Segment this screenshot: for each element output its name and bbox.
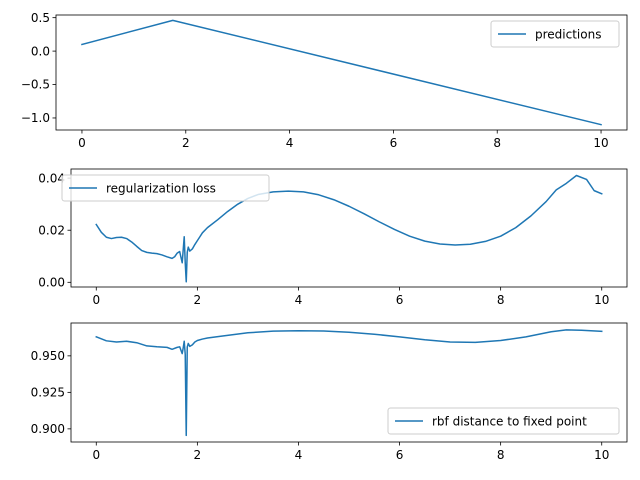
legend-box (61, 174, 270, 202)
legend-box (387, 407, 620, 435)
axes-frame (70, 322, 628, 443)
legend-label: rbf distance to fixed point (432, 414, 587, 428)
x-tick-label: 10 (593, 136, 608, 150)
legend-label: regularization loss (106, 181, 216, 195)
x-tick-label: 2 (194, 448, 202, 462)
x-tick-label: 4 (295, 293, 303, 307)
y-tick-label: 0.900 (31, 422, 65, 436)
y-tick-label: −0.5 (21, 78, 50, 92)
x-tick-label: 0 (92, 293, 100, 307)
y-tick-label: 0.925 (31, 386, 65, 400)
legend-label: predictions (535, 27, 601, 41)
x-tick-label: 4 (286, 136, 294, 150)
axes-frame (70, 168, 628, 288)
subplot-1: 0 2 4 6 8 10 −1.0 −0.5 0.0 0.5 predictions (21, 11, 628, 150)
y-tick-label: 0.0 (31, 44, 50, 58)
x-tick-label: 2 (182, 136, 190, 150)
y-tick-label: 0.950 (31, 349, 65, 363)
y-tick-label: 0.00 (38, 276, 65, 290)
legend: predictions (490, 20, 620, 48)
y-tick-label: 0.02 (38, 223, 65, 237)
series-line-1 (95, 174, 603, 283)
y-tick-label: 0.04 (38, 171, 65, 185)
legend: regularization loss (61, 174, 270, 202)
subplot-2: 0 2 4 6 8 10 0.00 0.02 0.04 regularization loss (38, 168, 628, 307)
y-tick-label: 0.5 (31, 11, 50, 25)
x-tick-label: 6 (396, 448, 404, 462)
x-tick-label: 0 (92, 448, 100, 462)
axes-frame (55, 14, 628, 131)
x-tick-label: 8 (497, 448, 505, 462)
series-line-1 (95, 329, 603, 437)
legend: rbf distance to fixed point (387, 407, 620, 435)
series-line-1 (81, 19, 602, 126)
x-tick-label: 10 (594, 448, 609, 462)
x-tick-label: 8 (497, 293, 505, 307)
legend-box (490, 20, 620, 48)
x-tick-label: 8 (493, 136, 501, 150)
x-tick-label: 2 (194, 293, 202, 307)
x-tick-label: 6 (390, 136, 398, 150)
y-tick-label: −1.0 (21, 111, 50, 125)
x-tick-label: 6 (396, 293, 404, 307)
x-tick-label: 10 (594, 293, 609, 307)
subplot-3: 0 2 4 6 8 10 0.900 0.925 0.950 rbf distance to fi… (31, 322, 628, 462)
x-tick-label: 0 (78, 136, 86, 150)
x-tick-label: 4 (295, 448, 303, 462)
